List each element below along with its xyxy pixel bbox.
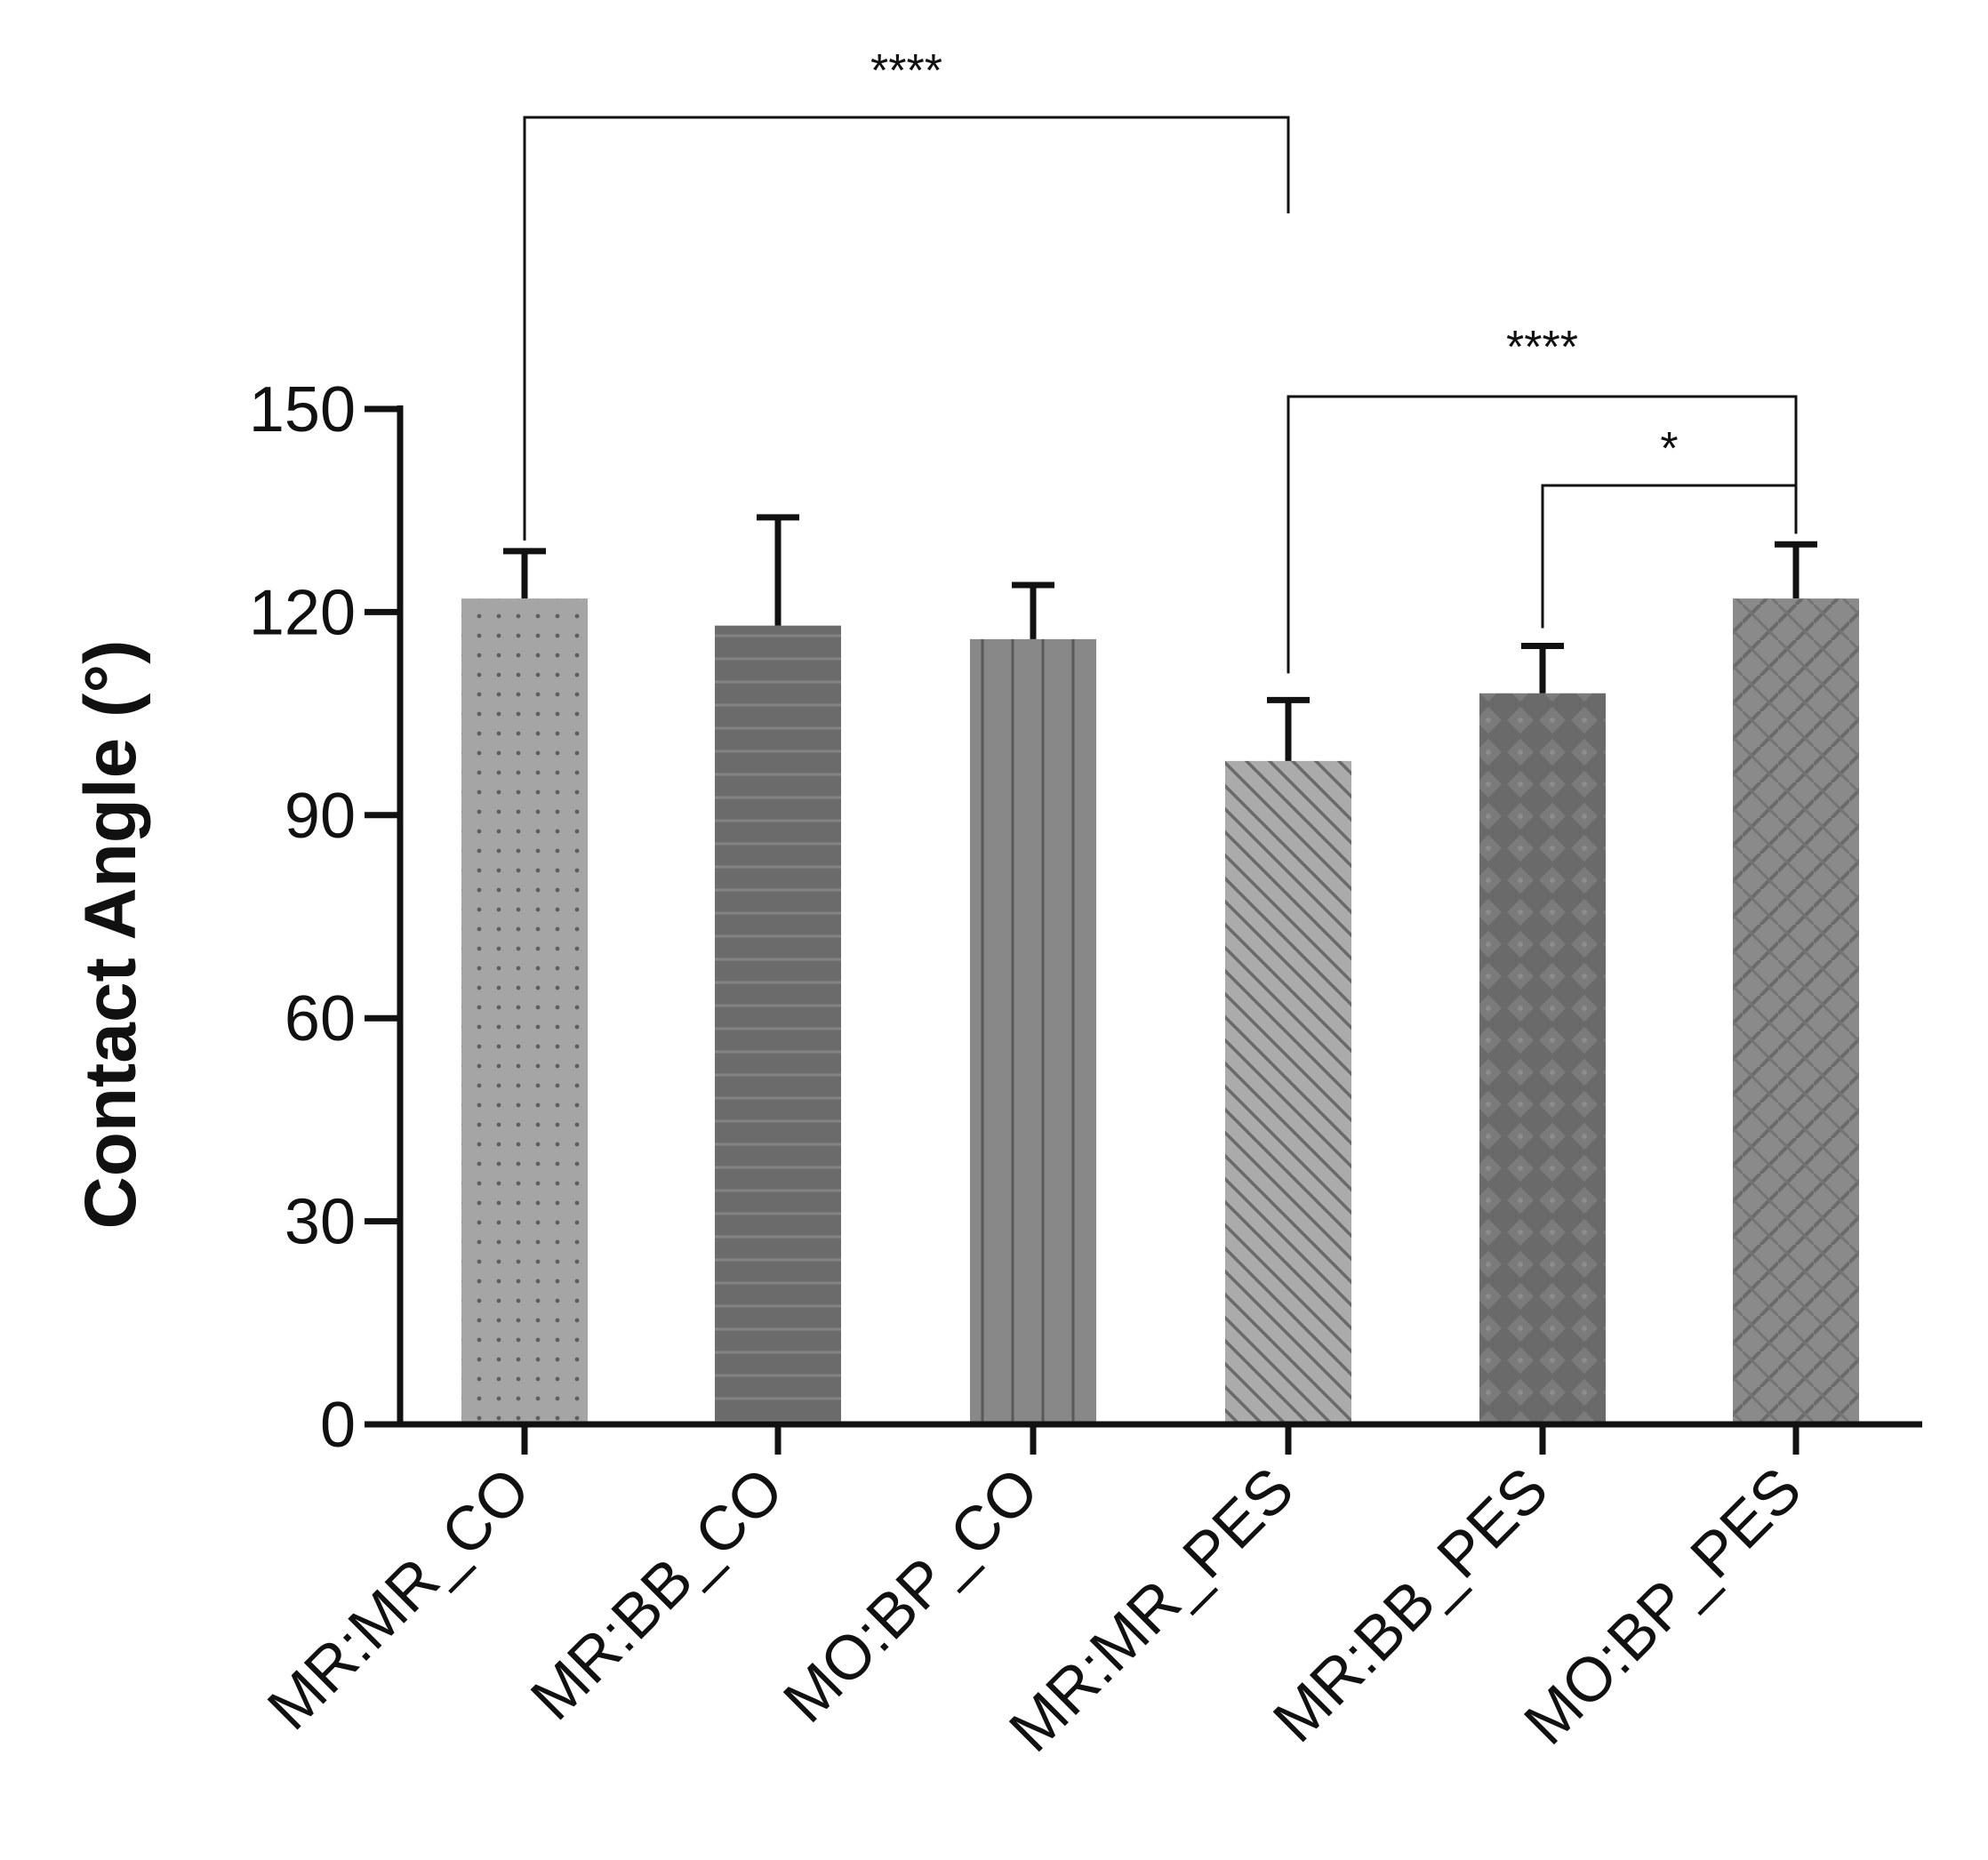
bar-5	[1479, 693, 1606, 1424]
significance-bracket-2	[1287, 395, 1798, 674]
bar-6	[1733, 598, 1859, 1424]
bar-2	[715, 625, 841, 1424]
significance-label-1: ****	[870, 45, 942, 97]
significance-label-3: *	[1660, 423, 1678, 475]
bar-4	[1225, 760, 1351, 1424]
bar-3	[970, 638, 1096, 1424]
y-tick-label-150: 150	[249, 374, 356, 445]
significance-label-2: ****	[1506, 322, 1578, 373]
y-tick-label-0: 0	[320, 1390, 356, 1461]
bar-1	[461, 598, 588, 1424]
significance-bracket-1	[523, 116, 1290, 541]
x-category-label-1: MR:MR_CO	[254, 1454, 543, 1743]
y-axis-title: Contact Angle (°)	[70, 640, 151, 1230]
x-category-label-3: MO:BP_CO	[770, 1454, 1051, 1735]
x-category-label-2: MR:BB_CO	[517, 1454, 797, 1733]
y-tick-label-120: 120	[249, 577, 356, 648]
significance-bracket-3	[1541, 484, 1798, 629]
y-tick-label-90: 90	[285, 781, 356, 852]
y-tick-label-60: 60	[285, 983, 356, 1054]
y-tick-label-30: 30	[285, 1187, 356, 1258]
